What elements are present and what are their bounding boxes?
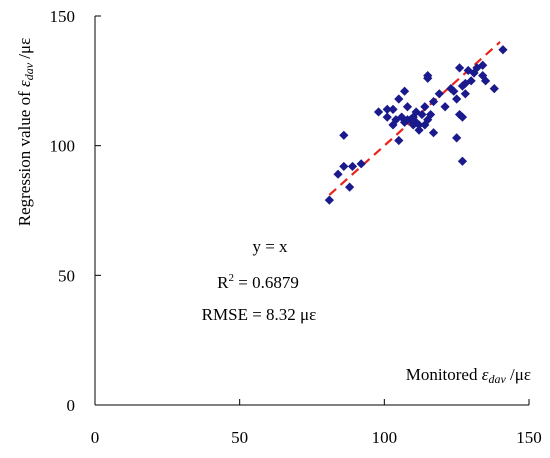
equation-annotation: y = x (252, 237, 288, 256)
x-tick-label: 50 (231, 428, 248, 447)
y-axis-title: Regression value of εdav /με (15, 38, 36, 227)
x-tick-label: 150 (516, 428, 542, 447)
data-point (414, 125, 424, 135)
x-axis-title-prefix: Monitored (406, 365, 482, 384)
data-point (397, 112, 407, 122)
data-point (423, 73, 433, 83)
rmse-annotation: RMSE = 8.32 με (202, 305, 317, 324)
data-point (394, 135, 404, 146)
data-point (449, 86, 459, 96)
axes (94, 16, 529, 406)
data-point (373, 107, 384, 117)
data-point (460, 78, 470, 89)
data-point (347, 161, 358, 172)
y-tick-label: 0 (67, 396, 76, 415)
data-point (434, 89, 444, 99)
x-axis-title-symbol: ε (482, 365, 489, 384)
data-point (457, 156, 468, 166)
x-axis-title: Monitored εdav /με (406, 365, 531, 386)
data-point (472, 63, 482, 73)
r-squared-value: = 0.6879 (234, 273, 299, 292)
data-point (454, 63, 465, 73)
data-point (452, 94, 462, 104)
data-point (339, 130, 349, 140)
data-point (466, 76, 476, 86)
data-point (463, 65, 473, 76)
y-axis-title-prefix: Regression value of (15, 87, 34, 226)
data-point (478, 60, 488, 70)
data-point (420, 120, 430, 130)
data-point (411, 117, 421, 127)
data-point (428, 128, 439, 138)
r-squared-prefix: R (217, 273, 229, 292)
data-point (428, 96, 439, 107)
fit-line (328, 41, 501, 196)
data-point (339, 161, 349, 172)
data-point (489, 84, 499, 94)
y-axis-title-symbol: ε (15, 80, 34, 87)
data-point (452, 133, 462, 143)
data-point (460, 89, 470, 99)
y-tick-label: 150 (50, 7, 76, 26)
data-point (324, 195, 334, 205)
r-squared-superscript: 2 (229, 272, 235, 284)
data-point (498, 45, 508, 55)
data-point (411, 107, 421, 117)
x-tick-label: 100 (372, 428, 398, 447)
data-point (426, 109, 436, 120)
data-point (388, 104, 398, 114)
y-tick-label: 100 (50, 137, 76, 156)
data-point (382, 104, 392, 114)
data-point (481, 76, 491, 86)
data-point (345, 182, 355, 192)
data-point (382, 112, 392, 122)
y-ticks: 0 50 100 150 (50, 7, 101, 415)
x-tick-label: 0 (91, 428, 100, 447)
data-point (414, 120, 424, 130)
y-tick-label: 50 (58, 266, 75, 285)
data-point (440, 102, 450, 112)
data-points (324, 45, 508, 205)
data-point (402, 102, 413, 112)
x-axis-title-suffix: /με (506, 365, 531, 384)
data-point (420, 102, 430, 112)
data-point (457, 81, 468, 91)
data-point (405, 115, 415, 125)
y-axis-title-suffix: /με (15, 38, 34, 63)
x-ticks: 0 50 100 150 (91, 399, 542, 447)
data-point (388, 120, 398, 130)
data-point (333, 169, 343, 179)
data-point (417, 109, 427, 120)
x-axis-title-subscript: dav (488, 372, 506, 386)
data-point (399, 86, 410, 96)
y-axis-title-subscript: dav (22, 62, 36, 80)
r-squared-annotation: R2 = 0.6879 (217, 272, 299, 292)
data-point (394, 94, 404, 104)
data-point (356, 159, 366, 169)
data-point (457, 112, 468, 122)
